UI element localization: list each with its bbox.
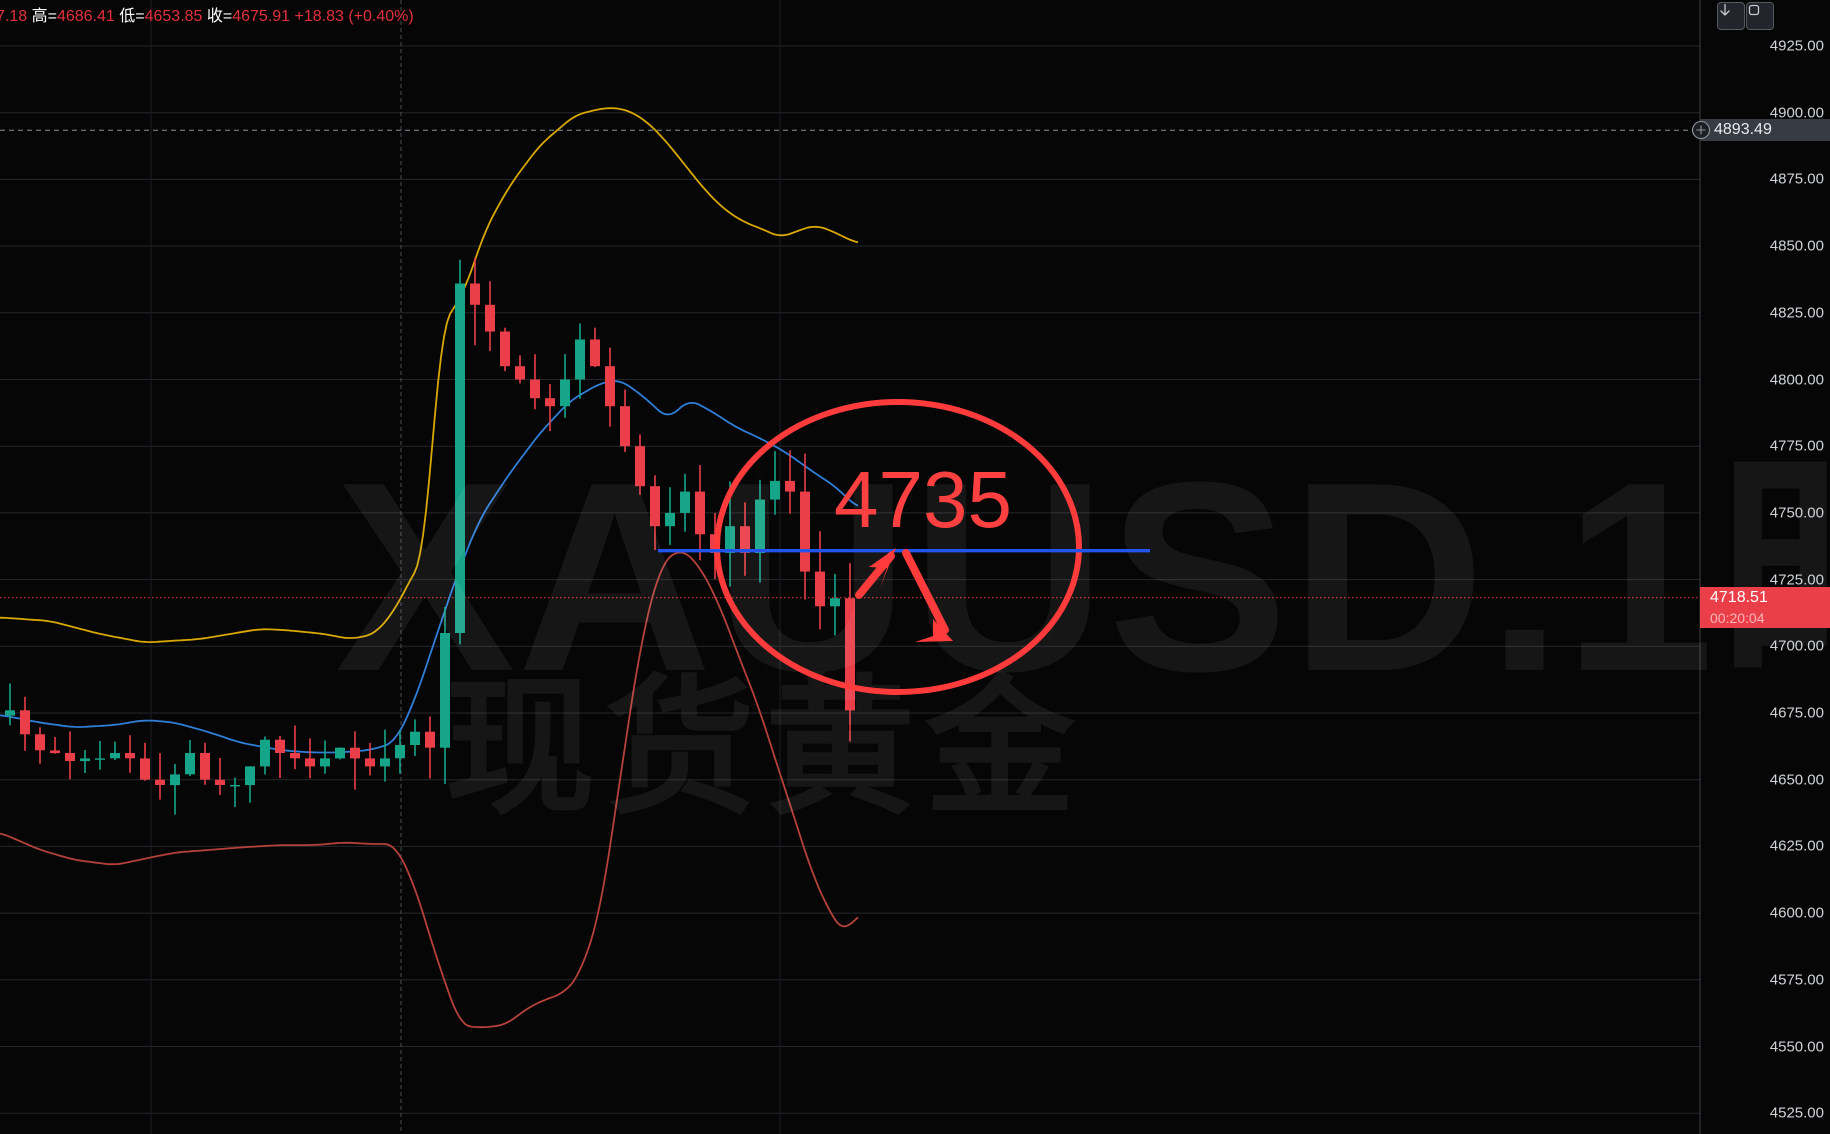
svg-text:4735: 4735 (834, 455, 1012, 544)
